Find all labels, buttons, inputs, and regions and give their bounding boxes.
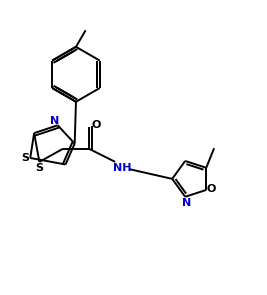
Text: N: N — [182, 198, 191, 208]
Text: NH: NH — [113, 163, 132, 173]
Text: O: O — [207, 183, 216, 194]
Text: S: S — [35, 163, 43, 173]
Text: N: N — [50, 116, 60, 126]
Text: S: S — [22, 153, 30, 163]
Text: O: O — [92, 120, 101, 130]
